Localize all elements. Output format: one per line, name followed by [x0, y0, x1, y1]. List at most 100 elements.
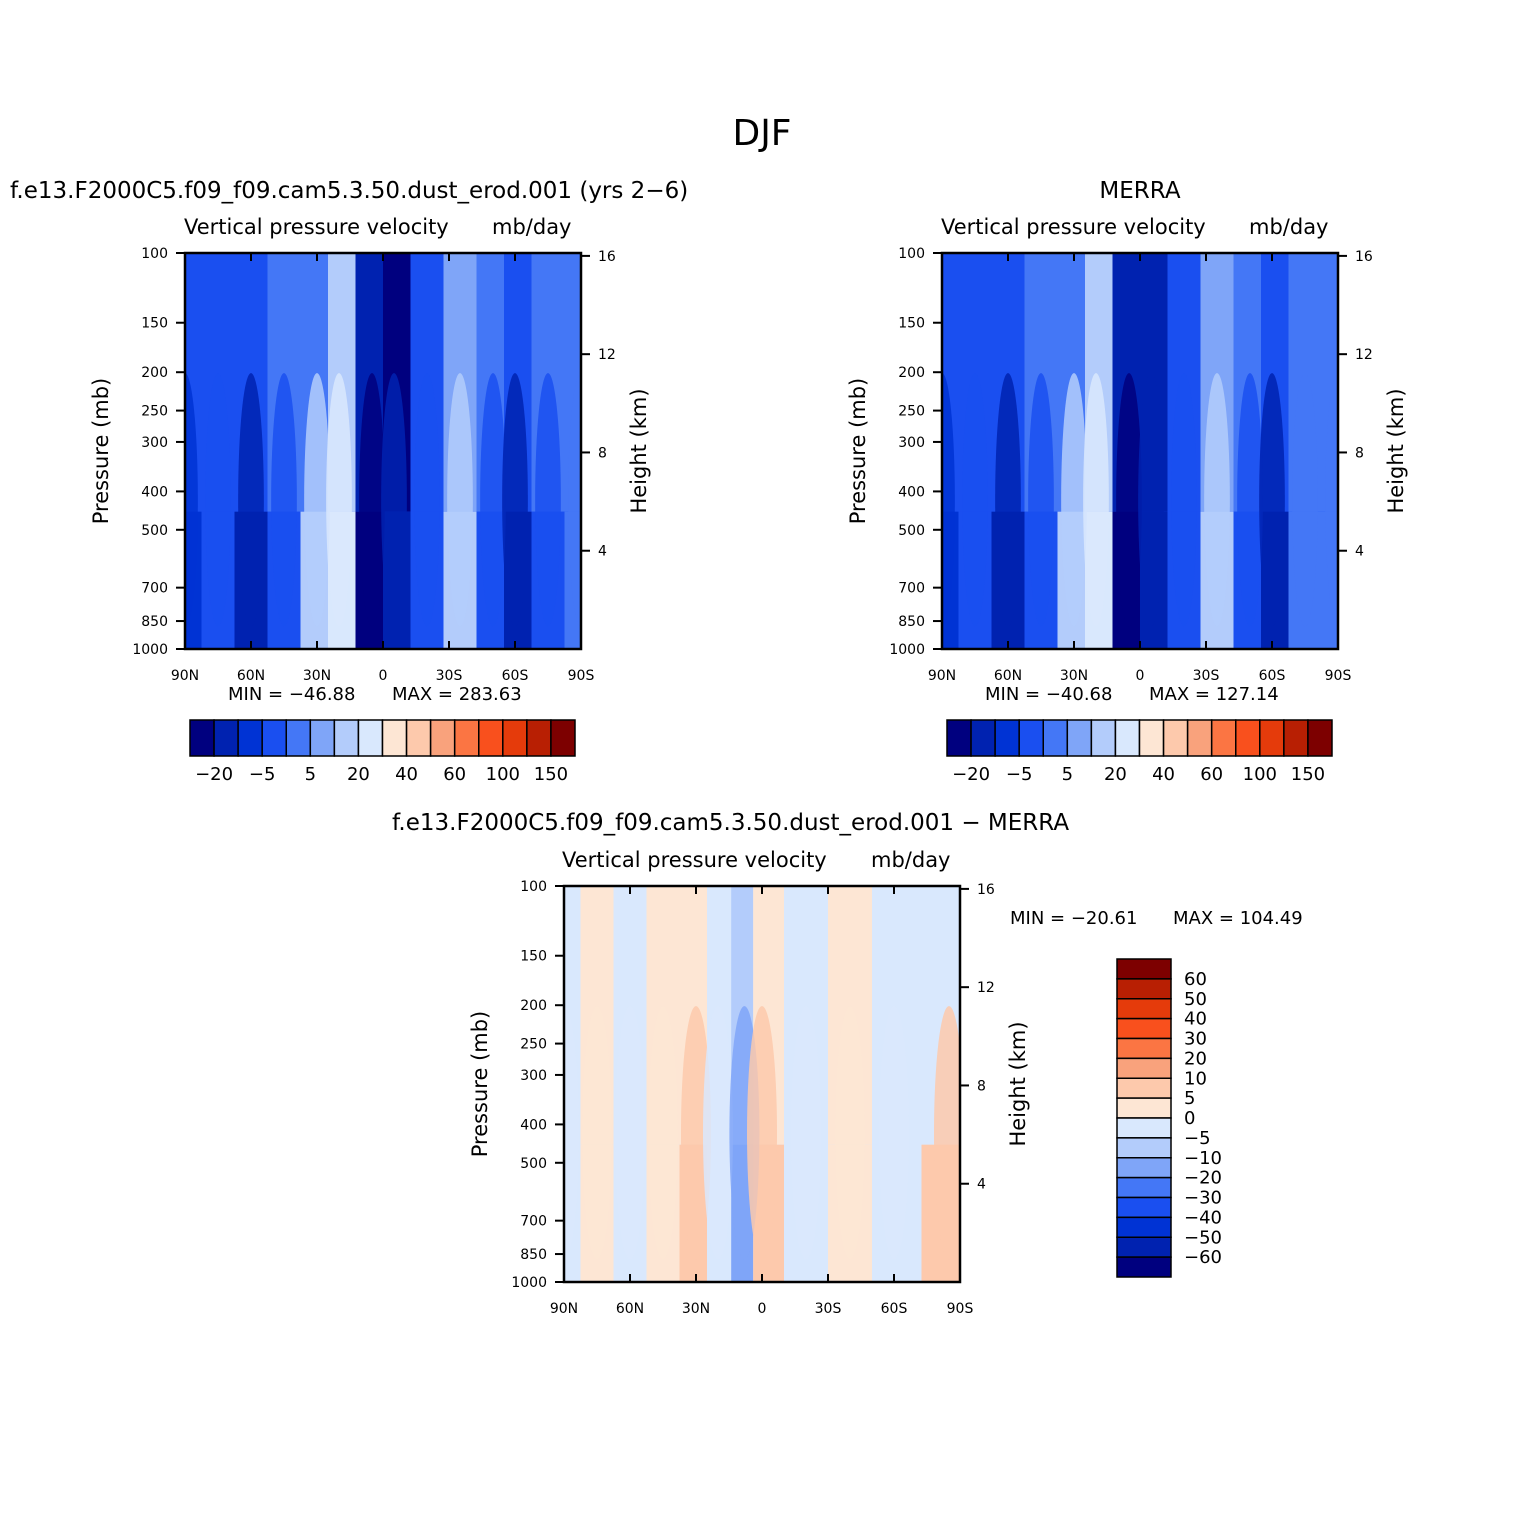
panel-1-max: MAX = 283.63 [392, 684, 522, 705]
panel-2-title: MERRA [1099, 178, 1181, 204]
field-cell-core [879, 1006, 909, 1260]
field-cell-core [582, 1006, 612, 1260]
y-tick-label: 500 [141, 523, 168, 539]
y-tick-label: 100 [141, 246, 168, 262]
field-cell-core [934, 1006, 960, 1260]
panel-2-colorbar: −20 −5 5 20 40 60 100 150 [946, 719, 1333, 785]
colorbar-box [309, 719, 336, 757]
colorbar-label: 150 [534, 764, 568, 785]
x-tick-label: 60S [1259, 668, 1286, 684]
y-axis-title: Pressure (mb) [468, 1011, 492, 1158]
colorbar-box [1116, 1077, 1172, 1099]
y-tick-label: 150 [520, 949, 547, 965]
field-cell-core [962, 373, 988, 627]
colorbar-box [1116, 1057, 1172, 1079]
x-tick-label: 30S [1193, 668, 1220, 684]
panel-3-max: MAX = 104.49 [1173, 908, 1303, 929]
colorbar-label: −5 [249, 764, 276, 785]
field-cell-core [568, 373, 581, 627]
y-axis-title: Pressure (mb) [89, 378, 113, 525]
colorbar-box [237, 719, 263, 757]
x-tick-label: 60S [881, 1301, 908, 1317]
field-cell-core [502, 373, 528, 627]
x-tick-label: 30S [436, 668, 463, 684]
colorbar-label: 5 [305, 764, 316, 785]
colorbar-box [453, 719, 480, 757]
y-tick-label: 1000 [132, 642, 168, 658]
colorbar-box [994, 719, 1020, 757]
panel-2-variable: Vertical pressure velocity [941, 215, 1206, 239]
y-right-tick-label: 16 [977, 882, 995, 898]
y-right-tick-label: 12 [1355, 347, 1373, 363]
colorbar-label: −60 [1184, 1247, 1222, 1268]
x-tick-label: 60N [994, 668, 1022, 684]
colorbar-box [1307, 719, 1333, 757]
colorbar-box [1116, 1236, 1172, 1258]
y-tick-label: 200 [520, 998, 547, 1014]
colorbar-box [1138, 719, 1165, 757]
field-cell-core [359, 373, 385, 627]
colorbar-box [1090, 719, 1117, 757]
colorbar-box [1235, 719, 1261, 757]
y-right-tick-label: 8 [598, 445, 607, 461]
x-tick-label: 90N [171, 668, 199, 684]
colorbar-label: −40 [1184, 1207, 1222, 1228]
field-cell-core [1259, 373, 1285, 627]
colorbar-label: 10 [1184, 1068, 1207, 1089]
field-cell-core [480, 373, 506, 627]
field-cell-core [1171, 373, 1197, 627]
y-tick-label: 150 [898, 316, 925, 332]
colorbar-box [261, 719, 287, 757]
x-tick-label: 60N [616, 1301, 644, 1317]
field-cell-core [835, 1006, 865, 1260]
field-cell-core [703, 1006, 733, 1260]
colorbar-label: 0 [1184, 1108, 1195, 1129]
y-tick-label: 300 [520, 1068, 547, 1084]
field-cell-core [1116, 373, 1142, 627]
colorbar-box [1116, 1097, 1172, 1119]
field-cell-core [1237, 373, 1263, 627]
colorbar-box [1162, 719, 1189, 757]
y-tick-label: 1000 [889, 642, 925, 658]
y-tick-label: 400 [141, 484, 168, 500]
y-tick-label: 500 [520, 1156, 547, 1172]
x-tick-label: 90S [947, 1301, 974, 1317]
y-tick-label: 1000 [511, 1275, 547, 1291]
x-tick-label: 30N [682, 1301, 710, 1317]
y-tick-label: 850 [520, 1247, 547, 1263]
colorbar-box [1116, 1157, 1172, 1179]
y-tick-label: 250 [141, 404, 168, 420]
y-right-tick-label: 8 [1355, 445, 1364, 461]
y-tick-label: 300 [141, 435, 168, 451]
x-tick-label: 30N [303, 668, 331, 684]
main-title: DJF [732, 113, 792, 154]
colorbar-box [1116, 1017, 1172, 1040]
field-cell-core [205, 373, 231, 627]
colorbar-box [1114, 719, 1141, 757]
x-tick-label: 90S [568, 668, 595, 684]
colorbar-label: −50 [1184, 1227, 1222, 1248]
colorbar-box [1283, 719, 1309, 757]
x-tick-label: 90N [550, 1301, 578, 1317]
colorbar-label: 40 [1152, 764, 1175, 785]
field-cell-core [648, 1006, 678, 1260]
y-right-tick-label: 4 [977, 1177, 986, 1193]
colorbar-box [550, 719, 576, 757]
colorbar-label: −20 [195, 764, 233, 785]
field-cell-core [1325, 373, 1338, 627]
field-cell-core [995, 373, 1021, 627]
field-cell-core [681, 1006, 711, 1260]
panel-3-chart: 90N 60N 30N 0 30S 60S 90S100150200250300400500… [468, 879, 1222, 1317]
field-cell-core [1083, 373, 1109, 627]
colorbar-box [1186, 719, 1213, 757]
y-tick-label: 250 [898, 404, 925, 420]
colorbar-label: 60 [1184, 969, 1207, 990]
field-cell-core [1028, 373, 1054, 627]
x-tick-label: 90S [1325, 668, 1352, 684]
panel-1-chart: 90N 60N 30N 0 30S 60S 90S 100 150 200 250 300 400 500… [89, 246, 651, 785]
colorbar-box [1116, 1176, 1172, 1199]
y-tick-label: 700 [141, 581, 168, 597]
y-axis-title: Pressure (mb) [846, 378, 870, 525]
colorbar-label: −5 [1006, 764, 1033, 785]
